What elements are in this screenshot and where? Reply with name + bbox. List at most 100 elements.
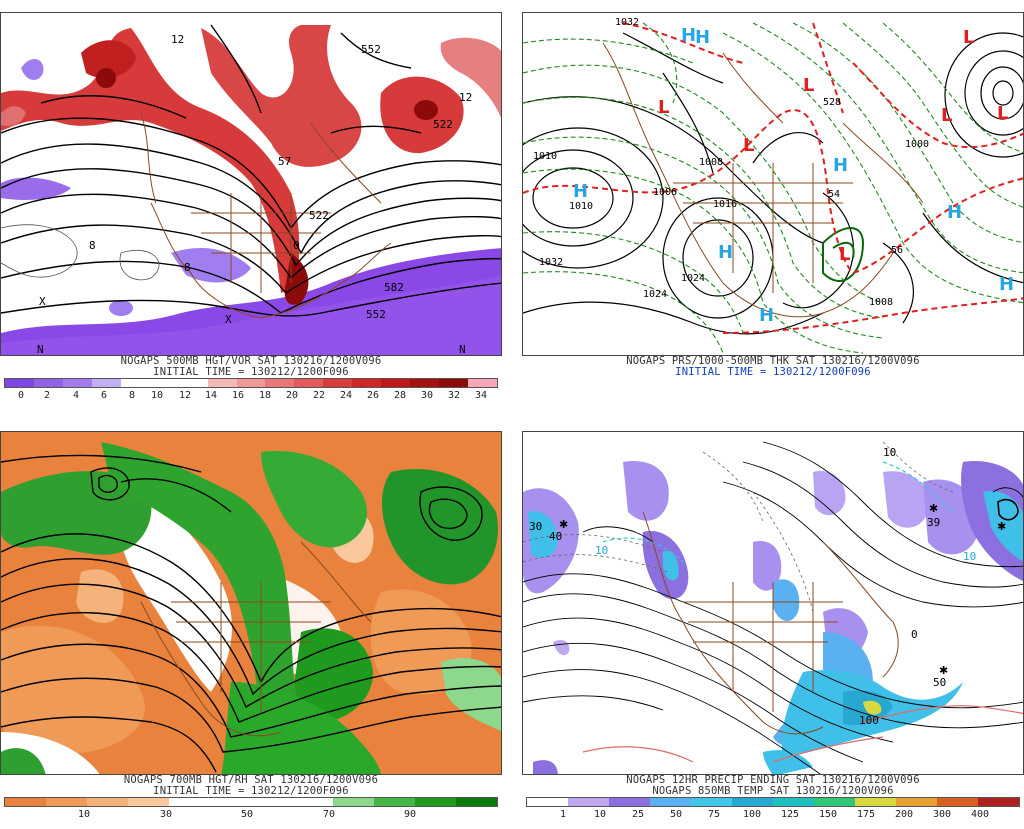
legend-swatch xyxy=(468,379,497,387)
isobar-label: 1010 xyxy=(533,151,557,162)
legend-tick: 8 xyxy=(128,390,136,401)
panel-caption-line1: NOGAPS 12HR PRECIP ENDING SAT 130216/120… xyxy=(626,774,920,786)
legend-swatch xyxy=(207,379,237,387)
legend-swatch xyxy=(896,798,937,806)
legend-swatch xyxy=(294,379,324,387)
legend-tick: 50 xyxy=(669,809,683,820)
legend-ticks: 1 10 25 50 75 100 125 150 175 200 300 40… xyxy=(526,809,1020,821)
map-label: 100 xyxy=(859,714,879,727)
isobar-label: 1032 xyxy=(615,17,639,28)
legend-tick: 10 xyxy=(593,809,607,820)
legend-swatch xyxy=(855,798,896,806)
legend-swatch xyxy=(410,379,440,387)
legend-tick: 0 xyxy=(17,390,25,401)
legend-tick: 34 xyxy=(474,390,488,401)
isobar-label: 1008 xyxy=(699,157,723,168)
isobar-label: 1032 xyxy=(539,257,563,268)
legend-swatch xyxy=(333,798,374,806)
legend-tick: 14 xyxy=(204,390,218,401)
legend-swatch xyxy=(46,798,87,806)
panel-precipitation-temp: 30 40 10 39 10 0 50 100 10 ✱ ✱ ✱ ✱ NOGAPS 1… xyxy=(522,419,1024,829)
map-label: 39 xyxy=(927,516,940,529)
vorticity-map-graphic: X N N X 8 8 0 552 582 57 522 522 12 12 5… xyxy=(1,13,501,356)
legend-swatch xyxy=(120,379,150,387)
panel-caption-line2: INITIAL TIME = 130212/1200F096 xyxy=(153,785,349,797)
map-label: 552 xyxy=(361,43,381,56)
legend-swatch xyxy=(937,798,978,806)
legend-swatch xyxy=(527,798,568,806)
legend-tick: 16 xyxy=(231,390,245,401)
legend-swatch xyxy=(374,798,415,806)
isobar-label: 1016 xyxy=(713,199,737,210)
legend-swatch xyxy=(415,798,456,806)
panel-caption-line2: INITIAL TIME = 130212/1200F096 xyxy=(153,366,349,378)
map-label: 0 xyxy=(911,628,918,641)
high-pressure-label: H xyxy=(833,155,848,176)
map-label: 552 xyxy=(366,308,386,321)
map-label: X xyxy=(225,313,232,326)
low-pressure-label: L xyxy=(941,105,952,126)
legend-tick: 30 xyxy=(420,390,434,401)
legend-ticks: 10 30 50 70 90 xyxy=(4,809,498,821)
legend-tick: 4 xyxy=(72,390,80,401)
legend-tick: 90 xyxy=(403,809,417,820)
panel-pressure-thickness: H H H H H H H H L L L L L L L 1032 1010 … xyxy=(522,0,1024,410)
color-legend xyxy=(4,797,498,807)
legend-swatch xyxy=(814,798,855,806)
legend-swatch xyxy=(149,379,179,387)
legend-tick: 200 xyxy=(894,809,914,820)
legend-tick: 10 xyxy=(77,809,91,820)
legend-ticks: 0 2 4 6 8 10 12 14 16 18 20 22 24 26 28 … xyxy=(4,390,498,402)
legend-swatch xyxy=(5,379,34,387)
legend-tick: 50 xyxy=(240,809,254,820)
legend-tick: 25 xyxy=(631,809,645,820)
legend-swatch xyxy=(128,798,169,806)
legend-tick: 12 xyxy=(178,390,192,401)
map-label: N xyxy=(37,343,44,356)
map-label: 8 xyxy=(89,239,96,252)
map-label: 582 xyxy=(384,281,404,294)
high-pressure-label: H xyxy=(999,274,1014,295)
map-label: X xyxy=(39,295,46,308)
high-pressure-label: H xyxy=(759,305,774,326)
isobar-label: 1010 xyxy=(569,201,593,212)
map-label: 10 xyxy=(595,544,608,557)
panel-caption-line2: INITIAL TIME = 130212/1200F096 xyxy=(675,366,871,378)
low-pressure-label: L xyxy=(839,244,850,265)
legend-tick: 1 xyxy=(559,809,567,820)
map-label: 40 xyxy=(549,530,562,543)
humidity-map-graphic xyxy=(1,432,501,774)
high-pressure-label: H xyxy=(681,25,696,46)
legend-tick: 300 xyxy=(932,809,952,820)
legend-swatch xyxy=(265,379,295,387)
panel-caption-line1: NOGAPS PRS/1000-500MB THK SAT 130216/120… xyxy=(626,355,920,367)
map-label: 57 xyxy=(278,155,291,168)
legend-swatch xyxy=(169,798,210,806)
legend-tick: 32 xyxy=(447,390,461,401)
low-pressure-label: L xyxy=(658,97,669,118)
map-label: 10 xyxy=(963,550,976,563)
legend-tick: 24 xyxy=(339,390,353,401)
map-label: 12 xyxy=(171,33,184,46)
legend-tick: 26 xyxy=(366,390,380,401)
legend-tick: 10 xyxy=(150,390,164,401)
pressure-thickness-map-graphic: H H H H H H H H L L L L L L L 1032 1010 … xyxy=(523,13,1023,355)
panel-caption-line1: NOGAPS 700MB HGT/RH SAT 130216/1200V096 xyxy=(123,774,379,786)
legend-tick: 18 xyxy=(258,390,272,401)
svg-text:✱: ✱ xyxy=(997,520,1006,533)
color-legend xyxy=(4,378,498,388)
map-label: 50 xyxy=(933,676,946,689)
legend-swatch xyxy=(236,379,266,387)
legend-tick: 20 xyxy=(285,390,299,401)
legend-swatch xyxy=(251,798,292,806)
legend-swatch xyxy=(5,798,46,806)
panel-caption-line1: NOGAPS 500MB HGT/VOR SAT 130216/1200V096 xyxy=(120,355,382,367)
map-label: 12 xyxy=(459,91,472,104)
legend-swatch xyxy=(609,798,650,806)
legend-swatch xyxy=(732,798,773,806)
low-pressure-label: L xyxy=(997,103,1008,124)
svg-text:✱: ✱ xyxy=(929,502,938,515)
legend-swatch xyxy=(62,379,92,387)
legend-swatch xyxy=(178,379,208,387)
legend-swatch xyxy=(352,379,382,387)
